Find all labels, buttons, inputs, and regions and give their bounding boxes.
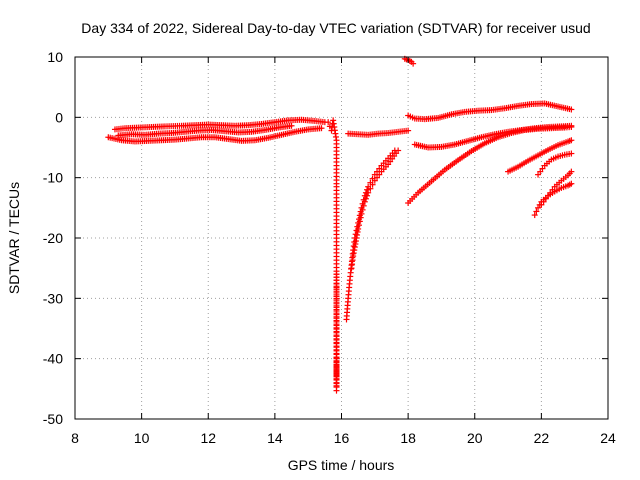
y-tick-label: 0 — [55, 109, 63, 125]
data-point — [545, 192, 552, 199]
y-tick-label: -20 — [43, 230, 63, 246]
x-tick-label: 18 — [400, 430, 416, 446]
data-point — [395, 147, 402, 154]
data-point — [325, 119, 332, 126]
data-point — [549, 186, 556, 193]
data-point — [359, 206, 366, 213]
data-point — [410, 60, 417, 67]
data-point — [405, 127, 412, 134]
data-point — [376, 165, 383, 172]
x-tick-label: 10 — [134, 430, 150, 446]
data-point — [364, 186, 371, 193]
data-point — [355, 225, 362, 232]
x-tick-label: 12 — [200, 430, 216, 446]
data-point — [358, 210, 365, 217]
axis-ticks: 8 10 12 14 16 18 20 22 24 -50 -40 -30 -20 -10 0 10 — [43, 49, 616, 446]
x-tick-label: 20 — [467, 430, 483, 446]
x-tick-label: 22 — [534, 430, 550, 446]
data-point — [371, 177, 378, 184]
x-axis-label: GPS time / hours — [288, 457, 395, 473]
y-tick-label: -10 — [43, 170, 63, 186]
data-point — [531, 212, 538, 219]
data-point — [355, 222, 362, 229]
y-tick-label: -30 — [43, 290, 63, 306]
data-point — [542, 195, 549, 202]
data-point — [288, 122, 295, 129]
x-tick-label: 8 — [71, 430, 79, 446]
y-axis-label: SDTVAR / TECUs — [6, 182, 22, 294]
data-point — [535, 204, 542, 211]
data-point — [374, 174, 381, 181]
data-point — [540, 198, 547, 205]
data-point — [365, 189, 372, 196]
data-points — [105, 55, 575, 394]
grid-lines — [75, 57, 608, 419]
data-point — [537, 168, 544, 175]
data-point — [568, 122, 575, 129]
data-point — [568, 137, 575, 144]
data-point — [568, 106, 575, 113]
data-point — [357, 214, 364, 221]
data-point — [318, 125, 325, 132]
data-point — [362, 195, 369, 202]
data-point — [356, 218, 363, 225]
y-tick-label: -40 — [43, 351, 63, 367]
data-point — [376, 171, 383, 178]
data-point — [364, 192, 371, 199]
data-point — [535, 171, 542, 178]
data-point — [369, 181, 376, 188]
data-point — [367, 185, 374, 192]
x-tick-label: 24 — [600, 430, 616, 446]
y-tick-label: 10 — [47, 49, 63, 65]
data-point — [568, 150, 575, 157]
chart-title: Day 334 of 2022, Sidereal Day-to-day VTE… — [81, 20, 590, 36]
data-point — [547, 189, 554, 196]
data-point — [568, 168, 575, 175]
x-tick-label: 14 — [267, 430, 283, 446]
x-tick-label: 16 — [334, 430, 350, 446]
data-point — [568, 180, 575, 187]
data-point — [533, 208, 540, 215]
data-point — [361, 198, 368, 205]
data-point — [538, 201, 545, 208]
data-point — [360, 202, 367, 209]
y-tick-label: -50 — [43, 411, 63, 427]
data-point — [539, 165, 546, 172]
data-point — [333, 271, 340, 278]
